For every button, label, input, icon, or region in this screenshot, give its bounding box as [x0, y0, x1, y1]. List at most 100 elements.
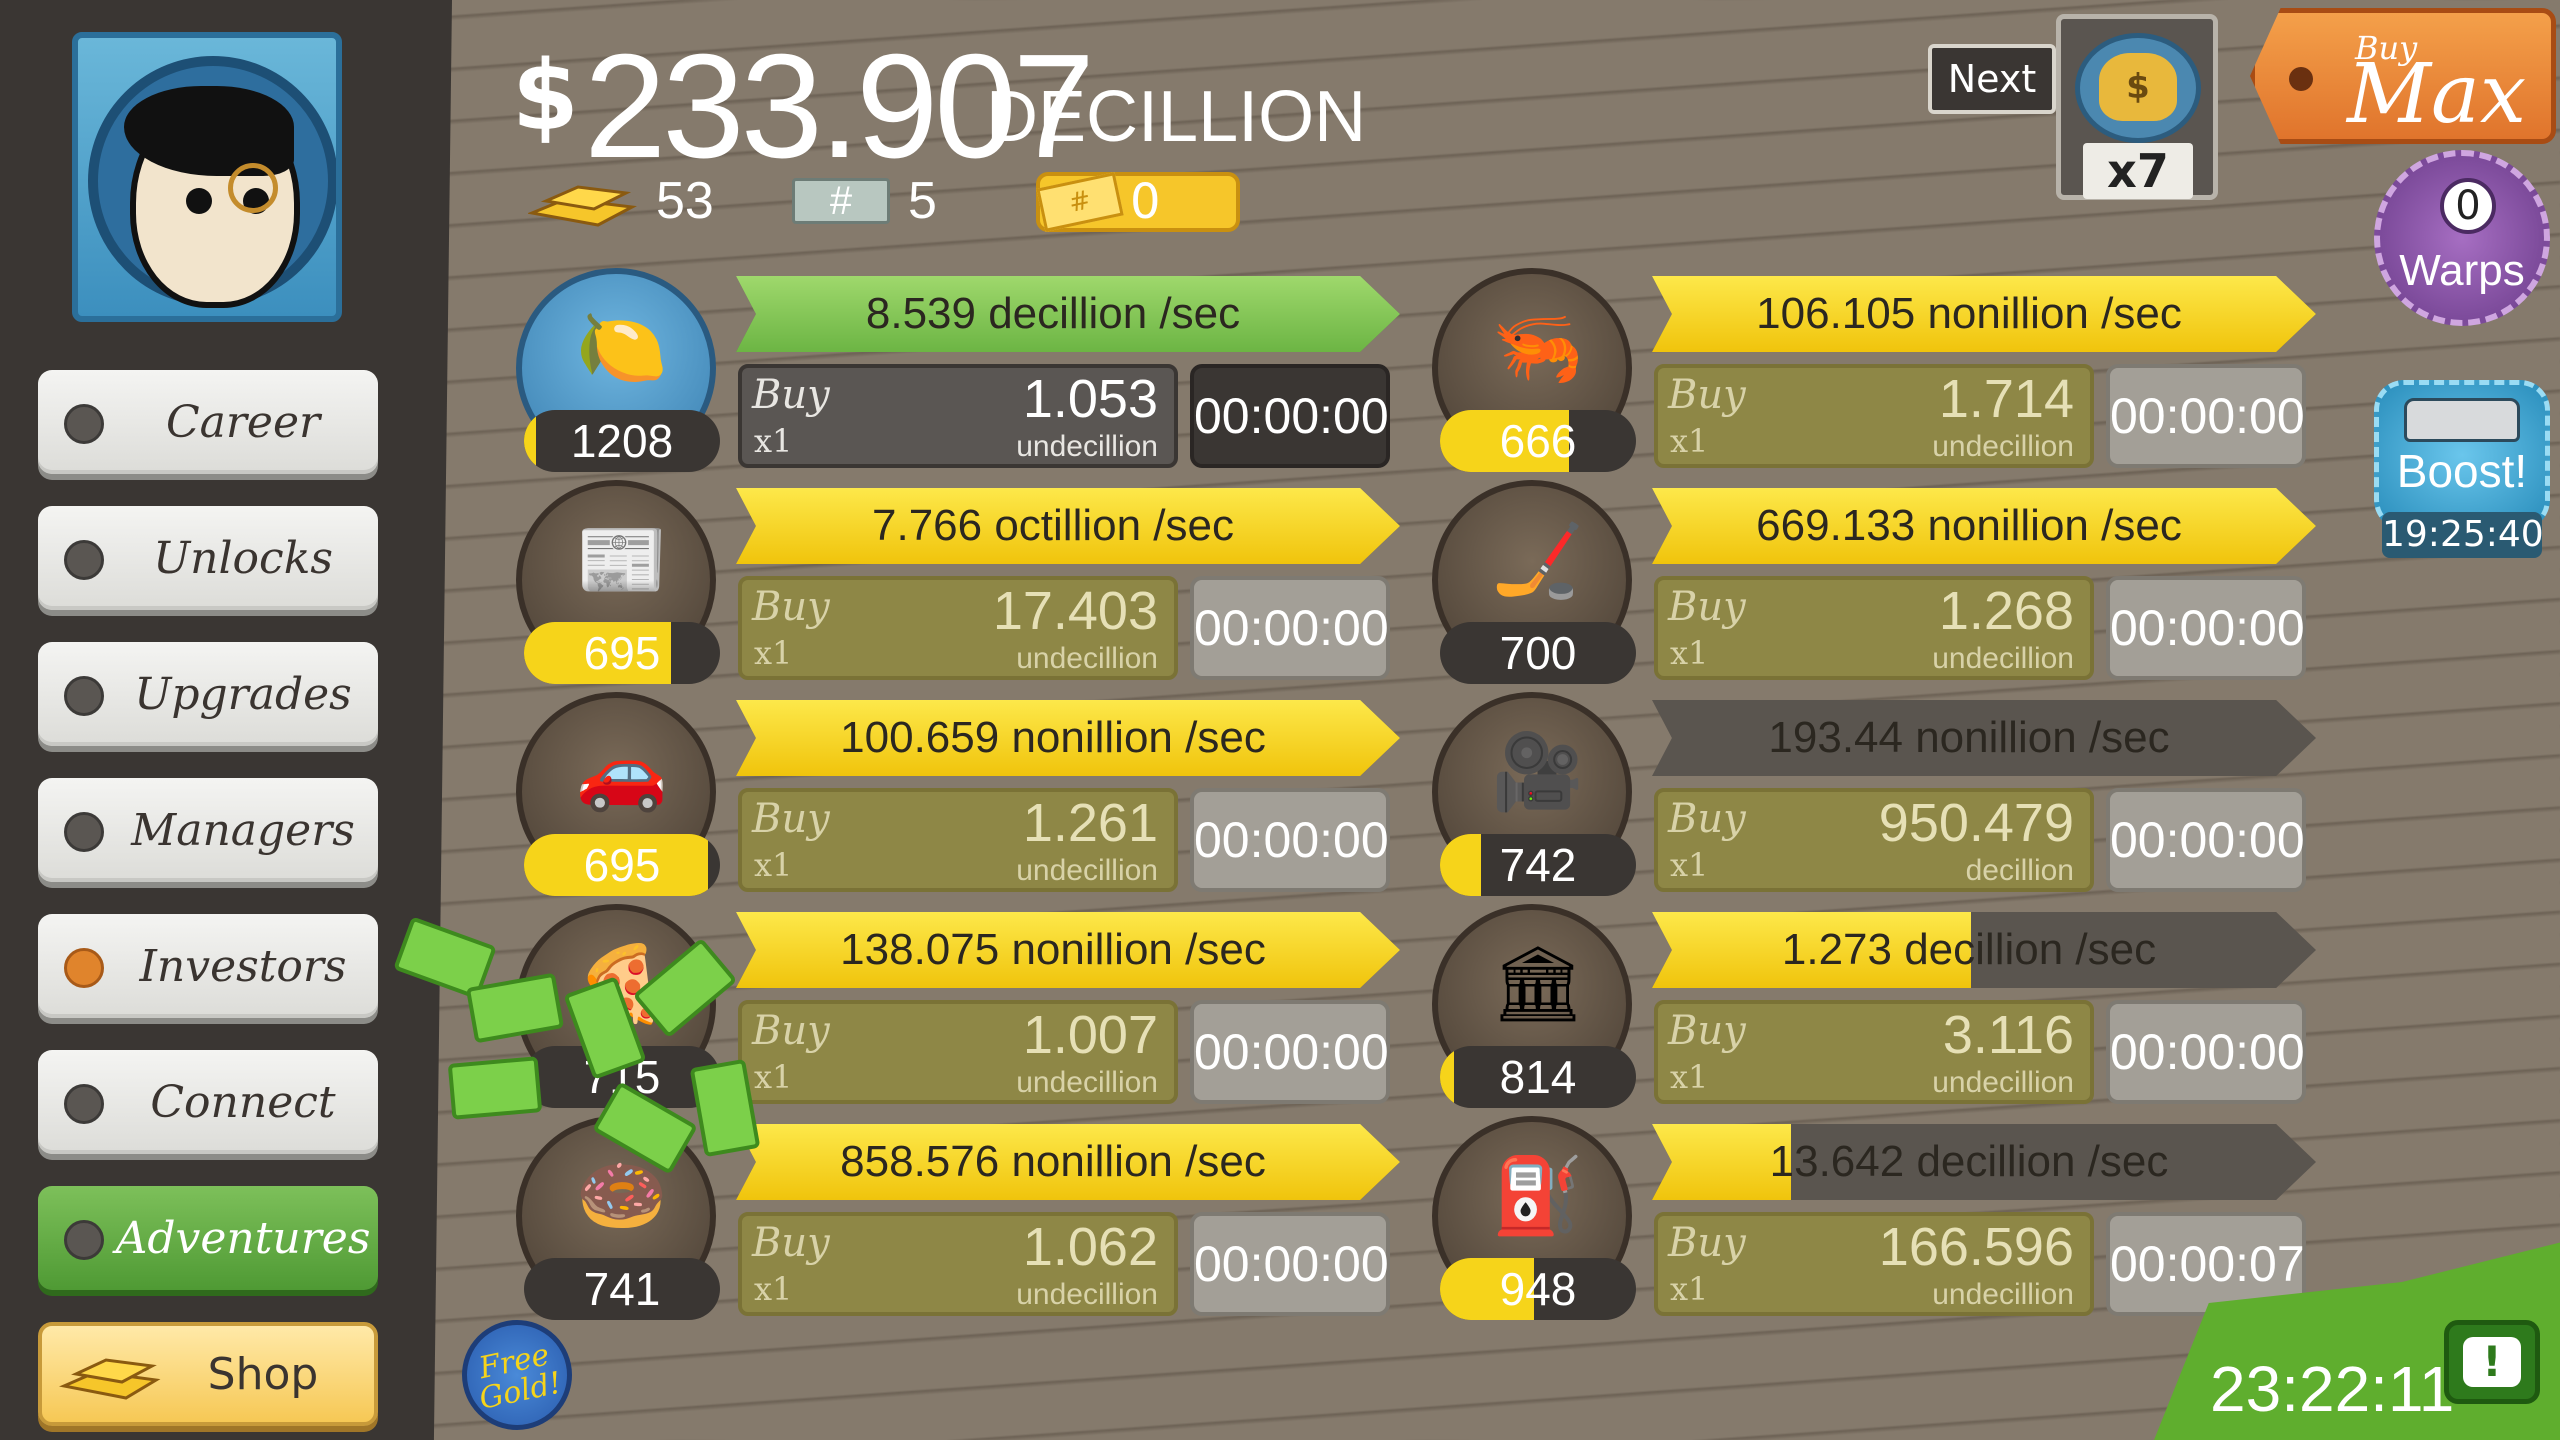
nav-career-button[interactable]: Career — [38, 370, 378, 474]
revenue-rate: 106.105 nonillion /sec — [1756, 289, 2182, 338]
business-owned-count: 741 — [524, 1258, 720, 1320]
buy-price: 1.714 — [1938, 369, 2074, 429]
revenue-progress-fill — [1652, 276, 2316, 352]
business-owned-count: 695 — [524, 622, 720, 684]
buy-button[interactable]: Buy x1 166.596 undecillion — [1654, 1212, 2094, 1316]
warps-count: 0 — [2440, 178, 2496, 234]
buy-button[interactable]: Buy x1 1.714 undecillion — [1654, 364, 2094, 468]
buy-button[interactable]: Buy x1 1.062 undecillion — [738, 1212, 1178, 1316]
boost-button[interactable]: Boost! 19:25:40 — [2374, 380, 2550, 558]
business-row: 🏛 814 1.273 decillion /sec Buy x1 3.116 … — [1432, 904, 2352, 1114]
warps-button[interactable]: 0 Warps — [2374, 150, 2550, 326]
megaticket-count: 5 — [908, 172, 937, 230]
revenue-rate: 193.44 nonillion /sec — [1768, 713, 2170, 762]
money-bag-icon: $ — [2099, 53, 2177, 121]
revenue-progress-bar[interactable]: 669.133 nonillion /sec — [1652, 488, 2316, 564]
buy-label: Buy — [752, 584, 830, 630]
status-dot-icon — [64, 948, 104, 988]
buy-price-unit: undecillion — [1016, 642, 1158, 675]
buy-button[interactable]: Buy x1 1.007 undecillion — [738, 1000, 1178, 1104]
revenue-progress-bar[interactable]: 7.766 octillion /sec — [736, 488, 1400, 564]
nav-label: Investors — [139, 940, 347, 992]
movie-camera-icon: 🎥 — [1491, 728, 1585, 815]
tv-ad-button[interactable]: ! — [2444, 1320, 2540, 1404]
avatar[interactable] — [72, 32, 342, 322]
revenue-progress-bar[interactable]: 8.539 decillion /sec — [736, 276, 1400, 352]
monocle-icon — [228, 163, 278, 213]
buy-label: Buy — [1668, 584, 1746, 630]
revenue-progress-bar[interactable]: 858.576 nonillion /sec — [736, 1124, 1400, 1200]
bank-icon: 🏛 — [1491, 940, 1585, 1027]
business-timer: 00:00:00 — [2106, 1000, 2306, 1104]
business-icon-button[interactable]: 🏒 700 — [1432, 480, 1636, 684]
buy-price: 1.268 — [1938, 581, 2074, 641]
revenue-progress-bar[interactable]: 1.273 decillion /sec — [1652, 912, 2316, 988]
buy-price-unit: undecillion — [1016, 854, 1158, 887]
nav-adventures-button[interactable]: Adventures — [38, 1186, 378, 1290]
buy-label: Buy — [1668, 1008, 1746, 1054]
business-icon-button[interactable]: 🦐 666 — [1432, 268, 1636, 472]
buy-button[interactable]: Buy x1 950.479 decillion — [1654, 788, 2094, 892]
revenue-progress-bar[interactable]: 106.105 nonillion /sec — [1652, 276, 2316, 352]
buy-button[interactable]: Buy x1 3.116 undecillion — [1654, 1000, 2094, 1104]
buy-quantity: x1 — [754, 634, 793, 672]
buy-quantity: x1 — [754, 422, 793, 460]
status-dot-icon — [64, 812, 104, 852]
owned-count-text: 695 — [583, 839, 661, 891]
next-multiplier-button[interactable]: $ x7 — [2056, 14, 2218, 200]
revenue-progress-bar[interactable]: 193.44 nonillion /sec — [1652, 700, 2316, 776]
business-icon-button[interactable]: ⛽ 948 — [1432, 1116, 1636, 1320]
nav-connect-button[interactable]: Connect — [38, 1050, 378, 1154]
buy-button[interactable]: Buy x1 1.053 undecillion — [738, 364, 1178, 468]
buy-price-unit: undecillion — [1016, 430, 1158, 463]
buy-price-unit: undecillion — [1016, 1278, 1158, 1311]
nav-managers-button[interactable]: Managers — [38, 778, 378, 882]
buy-quantity: x1 — [1670, 846, 1709, 884]
revenue-progress-bar[interactable]: 100.659 nonillion /sec — [736, 700, 1400, 776]
buy-label: Buy — [752, 1008, 830, 1054]
buy-button[interactable]: Buy x1 1.268 undecillion — [1654, 576, 2094, 680]
buy-button[interactable]: Buy x1 17.403 undecillion — [738, 576, 1178, 680]
owned-count-text: 742 — [1499, 839, 1577, 891]
megaticket-icon: # — [792, 178, 890, 224]
buy-max-button[interactable]: Buy Max — [2250, 8, 2556, 144]
unlock-progress-fill — [1440, 410, 1570, 472]
money-unit: DECILLION — [986, 77, 1367, 157]
business-icon-button[interactable]: 🎥 742 — [1432, 692, 1636, 896]
nav-upgrades-button[interactable]: Upgrades — [38, 642, 378, 746]
hair-icon — [124, 86, 294, 176]
business-row: 🍋 1208 8.539 decillion /sec Buy x1 1.053… — [516, 268, 1436, 478]
nav-investors-button[interactable]: Investors — [38, 914, 378, 1018]
business-icon-button[interactable]: 🍋 1208 — [516, 268, 720, 472]
business-owned-count: 695 — [524, 834, 720, 896]
buy-price-unit: undecillion — [1016, 1066, 1158, 1099]
business-timer: 00:00:00 — [1190, 576, 1390, 680]
free-gold-button[interactable]: Free Gold! — [451, 1309, 583, 1440]
buy-label: Buy — [1668, 1220, 1746, 1266]
business-icon-button[interactable]: 🚗 695 — [516, 692, 720, 896]
buy-price-unit: decillion — [1965, 854, 2074, 887]
owned-count-text: 666 — [1499, 415, 1577, 467]
car-icon: 🚗 — [575, 728, 669, 815]
ticket-icon: # — [1036, 172, 1124, 232]
shop-button[interactable]: Shop — [38, 1322, 378, 1426]
business-owned-count: 948 — [1440, 1258, 1636, 1320]
business-icon-button[interactable]: 📰 695 — [516, 480, 720, 684]
buy-quantity: x1 — [1670, 422, 1709, 460]
buy-button[interactable]: Buy x1 1.261 undecillion — [738, 788, 1178, 892]
revenue-progress-fill — [1652, 1124, 1792, 1200]
status-dot-icon — [64, 1084, 104, 1124]
business-icon-button[interactable]: 🏛 814 — [1432, 904, 1636, 1108]
revenue-progress-bar[interactable]: 13.642 decillion /sec — [1652, 1124, 2316, 1200]
nav-label: Upgrades — [134, 668, 352, 720]
gold-bars-icon — [528, 185, 637, 227]
buy-label: Buy — [752, 1220, 830, 1266]
buy-price-unit: undecillion — [1932, 430, 2074, 463]
ticket-counter[interactable]: # 0 — [1036, 172, 1240, 232]
revenue-rate: 8.539 decillion /sec — [865, 289, 1241, 338]
buy-quantity: x1 — [754, 846, 793, 884]
unlock-progress-fill — [524, 622, 671, 684]
nav-unlocks-button[interactable]: Unlocks — [38, 506, 378, 610]
buy-price-unit: undecillion — [1932, 1278, 2074, 1311]
revenue-progress-bar[interactable]: 138.075 nonillion /sec — [736, 912, 1400, 988]
